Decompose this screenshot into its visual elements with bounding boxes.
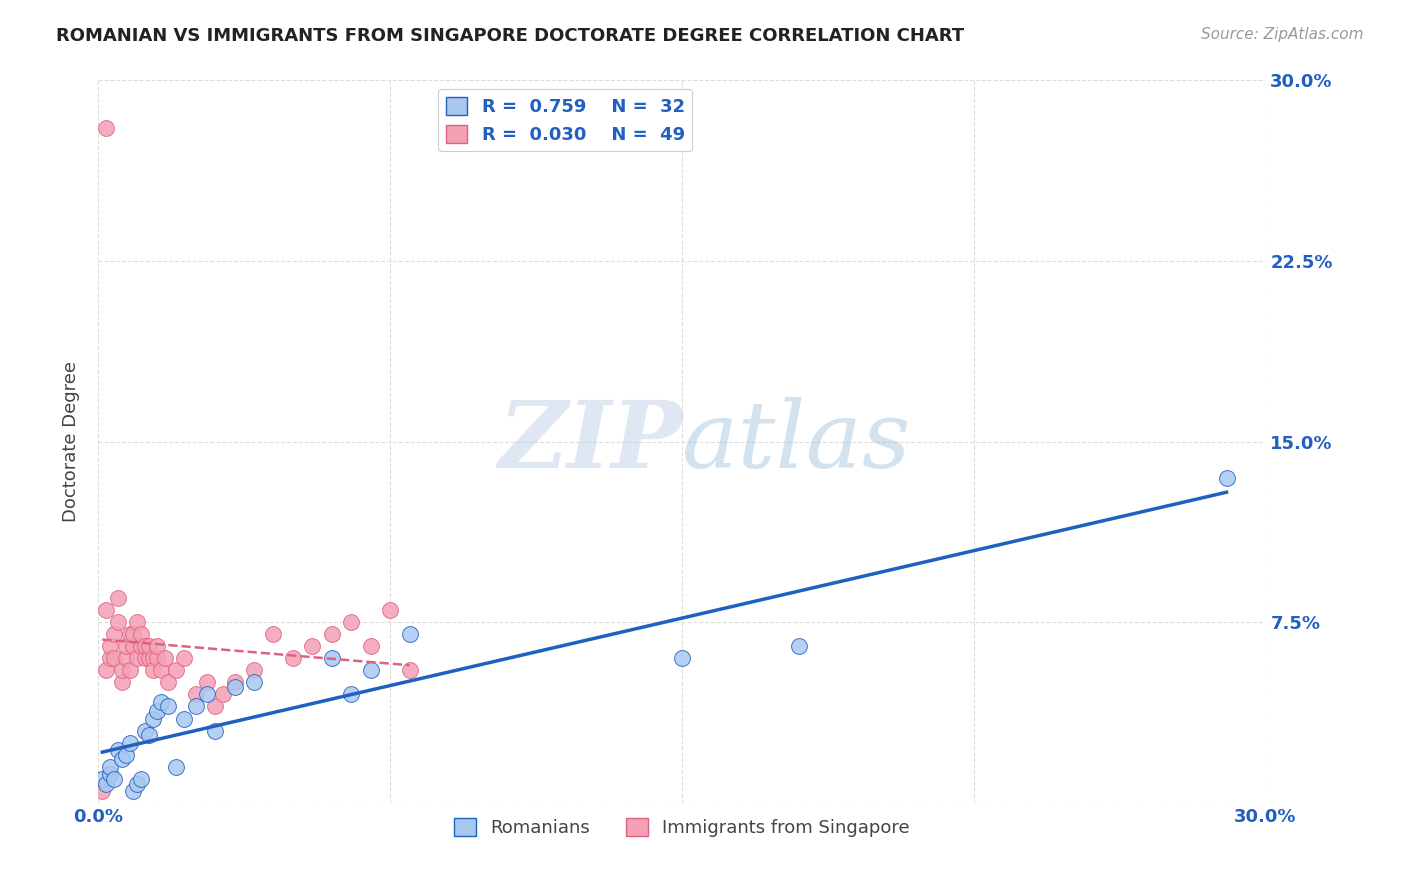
Point xyxy=(107,591,129,605)
Point xyxy=(122,639,145,653)
Text: atlas: atlas xyxy=(682,397,911,486)
Point xyxy=(173,712,195,726)
Point xyxy=(118,664,141,678)
Point xyxy=(173,651,195,665)
Point xyxy=(243,664,266,678)
Point xyxy=(380,603,402,617)
Point xyxy=(91,784,114,798)
Point xyxy=(91,772,114,786)
Point xyxy=(243,675,266,690)
Point xyxy=(398,664,420,678)
Point xyxy=(204,699,226,714)
Point xyxy=(98,760,121,774)
Point xyxy=(111,752,134,766)
Point xyxy=(122,627,145,641)
Point xyxy=(195,687,218,701)
Point xyxy=(96,664,118,678)
Point xyxy=(127,615,149,630)
Point xyxy=(96,603,118,617)
Point xyxy=(153,651,176,665)
Point xyxy=(321,651,343,665)
Text: ROMANIAN VS IMMIGRANTS FROM SINGAPORE DOCTORATE DEGREE CORRELATION CHART: ROMANIAN VS IMMIGRANTS FROM SINGAPORE DO… xyxy=(56,27,965,45)
Point xyxy=(142,712,165,726)
Point xyxy=(165,664,187,678)
Point xyxy=(114,651,136,665)
Point xyxy=(195,675,218,690)
Y-axis label: Doctorate Degree: Doctorate Degree xyxy=(62,361,80,522)
Point xyxy=(111,675,134,690)
Text: Source: ZipAtlas.com: Source: ZipAtlas.com xyxy=(1201,27,1364,42)
Point xyxy=(360,639,382,653)
Point xyxy=(224,680,246,694)
Point xyxy=(129,627,152,641)
Point xyxy=(111,664,134,678)
Point xyxy=(149,695,172,709)
Point xyxy=(165,760,187,774)
Point xyxy=(98,767,121,781)
Point xyxy=(114,639,136,653)
Point xyxy=(98,639,121,653)
Point xyxy=(142,664,165,678)
Point xyxy=(184,699,207,714)
Text: ZIP: ZIP xyxy=(498,397,682,486)
Point xyxy=(146,639,169,653)
Point xyxy=(127,651,149,665)
Point xyxy=(107,615,129,630)
Point xyxy=(321,627,343,641)
Point xyxy=(149,664,172,678)
Point xyxy=(301,639,323,653)
Point xyxy=(204,723,226,738)
Point xyxy=(96,121,118,136)
Point xyxy=(134,639,156,653)
Point xyxy=(184,687,207,701)
Point xyxy=(138,728,160,742)
Point xyxy=(671,651,693,665)
Point xyxy=(98,651,121,665)
Point xyxy=(1215,470,1237,484)
Point xyxy=(281,651,304,665)
Point xyxy=(157,699,180,714)
Point xyxy=(129,772,152,786)
Point xyxy=(96,776,118,790)
Point xyxy=(127,776,149,790)
Point xyxy=(142,651,165,665)
Point xyxy=(103,651,125,665)
Point xyxy=(138,639,160,653)
Point xyxy=(212,687,235,701)
Point xyxy=(787,639,810,653)
Point xyxy=(146,651,169,665)
Point xyxy=(118,627,141,641)
Point xyxy=(340,687,363,701)
Point xyxy=(103,772,125,786)
Point xyxy=(129,639,152,653)
Point xyxy=(134,651,156,665)
Point xyxy=(360,664,382,678)
Legend: Romanians, Immigrants from Singapore: Romanians, Immigrants from Singapore xyxy=(447,811,917,845)
Point xyxy=(122,784,145,798)
Point xyxy=(146,704,169,718)
Point xyxy=(262,627,284,641)
Point xyxy=(157,675,180,690)
Point xyxy=(118,735,141,749)
Point xyxy=(134,723,156,738)
Point xyxy=(398,627,420,641)
Point xyxy=(224,675,246,690)
Point xyxy=(138,651,160,665)
Point xyxy=(103,627,125,641)
Point xyxy=(340,615,363,630)
Point xyxy=(114,747,136,762)
Point xyxy=(107,743,129,757)
